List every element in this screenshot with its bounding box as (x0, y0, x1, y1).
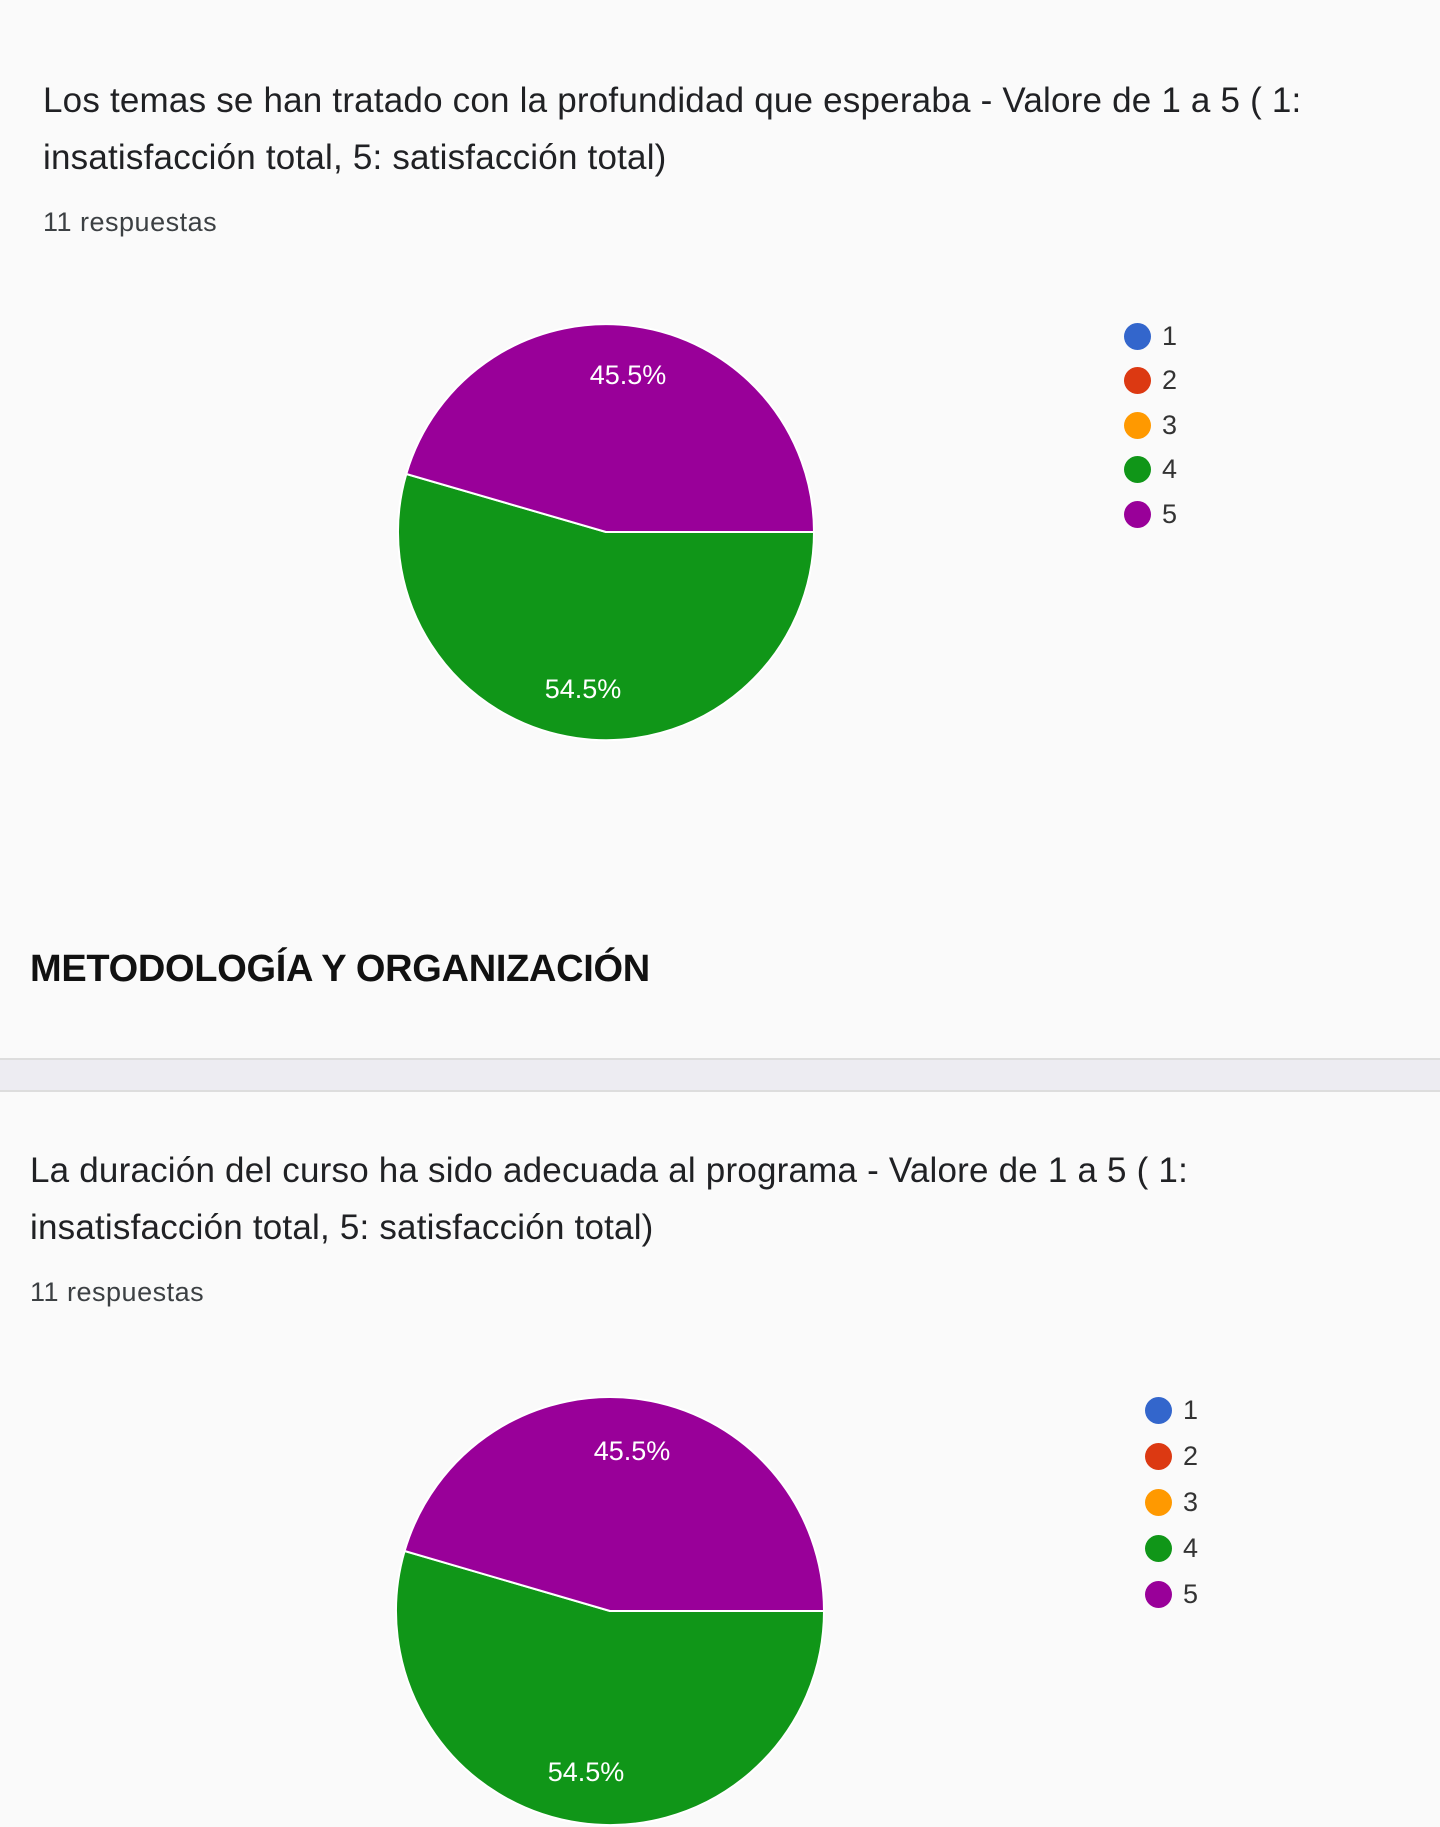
legend-dot-icon (1124, 456, 1151, 484)
legend-item-3[interactable]: 3 (1124, 403, 1177, 448)
section-divider (0, 1058, 1440, 1092)
question-title-line-2: insatisfacción total, 5: satisfacción to… (30, 1208, 654, 1247)
response-count: 11 respuestas (43, 207, 218, 237)
slice-label-5: 45.5% (594, 1436, 671, 1466)
pie-slice-4[interactable] (397, 472, 816, 742)
question-title-line-1: Los temas se han tratado con la profundi… (43, 81, 1302, 120)
chart-legend: 1 2 3 4 5 (1145, 1387, 1198, 1617)
question-card-2: La duración del curso ha sido adecuada a… (0, 1092, 1440, 1827)
pie-chart[interactable]: 45.5% 54.5% (394, 1395, 826, 1827)
question-title: Los temas se han tratado con la profundi… (43, 72, 1423, 186)
legend-item-4[interactable]: 4 (1124, 448, 1177, 493)
question-title: La duración del curso ha sido adecuada a… (30, 1142, 1410, 1256)
slice-label-4: 54.5% (545, 674, 622, 704)
legend-dot-icon (1124, 367, 1151, 395)
chart-legend: 1 2 3 4 5 (1124, 314, 1177, 537)
legend-item-4[interactable]: 4 (1145, 1525, 1198, 1571)
legend-item-2[interactable]: 2 (1145, 1433, 1198, 1479)
legend-item-1[interactable]: 1 (1124, 314, 1177, 359)
question-title-line-2: insatisfacción total, 5: satisfacción to… (43, 138, 667, 177)
legend-item-5[interactable]: 5 (1145, 1571, 1198, 1617)
legend-dot-icon (1124, 500, 1151, 528)
legend-item-1[interactable]: 1 (1145, 1387, 1198, 1433)
pie-slice-5[interactable] (403, 1396, 826, 1612)
legend-dot-icon (1145, 1442, 1172, 1470)
section-title: METODOLOGÍA Y ORGANIZACIÓN (30, 948, 650, 990)
legend-item-3[interactable]: 3 (1145, 1479, 1198, 1525)
legend-dot-icon (1124, 322, 1151, 350)
legend-dot-icon (1145, 1534, 1172, 1562)
legend-dot-icon (1145, 1580, 1172, 1608)
pie-slice-5[interactable] (405, 323, 816, 533)
legend-dot-icon (1145, 1396, 1172, 1424)
legend-dot-icon (1124, 411, 1151, 439)
response-count: 11 respuestas (30, 1277, 205, 1307)
legend-item-5[interactable]: 5 (1124, 492, 1177, 537)
legend-item-2[interactable]: 2 (1124, 359, 1177, 404)
slice-label-4: 54.5% (548, 1757, 625, 1787)
question-card-1: Los temas se han tratado con la profundi… (30, 72, 1423, 990)
legend-dot-icon (1145, 1488, 1172, 1516)
pie-chart[interactable]: 45.5% 54.5% (396, 322, 816, 742)
slice-label-5: 45.5% (590, 360, 667, 390)
question-title-line-1: La duración del curso ha sido adecuada a… (30, 1151, 1188, 1190)
